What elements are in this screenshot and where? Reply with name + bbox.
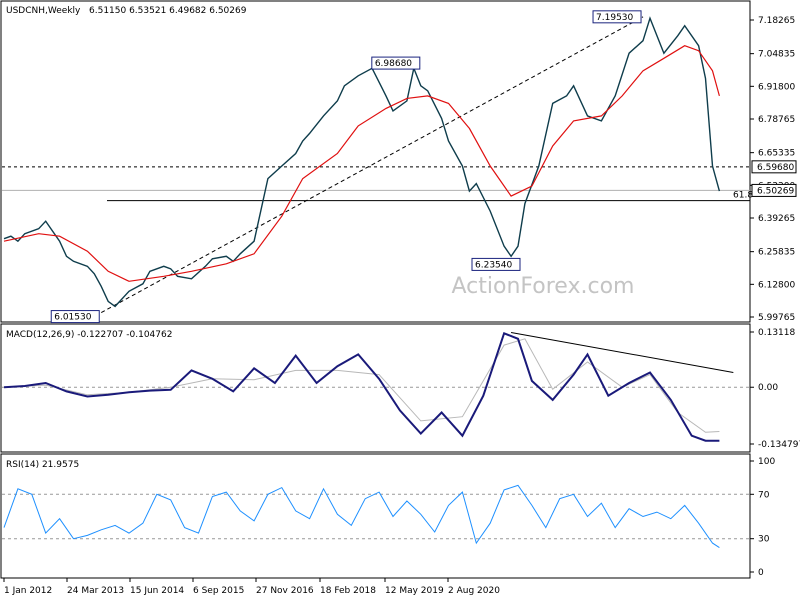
- macd-y-tick-label: 0.00: [758, 383, 778, 393]
- rsi-y-tick-label: 0: [758, 568, 764, 578]
- rsi-y-tick-label: 100: [758, 457, 775, 467]
- price-callout-box: [371, 56, 421, 70]
- price-marker-label: 6.59680: [757, 163, 794, 173]
- x-tick-label: 27 Nov 2016: [256, 586, 314, 596]
- price-y-tick-label: 6.12800: [758, 280, 795, 290]
- price-panel-frame: [0, 0, 751, 323]
- macd-y-tick-label: 0.13118: [758, 328, 795, 338]
- x-tick-label: 12 May 2019: [385, 586, 444, 596]
- moving-average-line: [3, 45, 720, 282]
- price-marker-box: [751, 183, 797, 197]
- macd-panel-frame: [0, 323, 751, 453]
- rsi-line: [3, 484, 720, 549]
- rsi-y-tick-label: 30: [758, 535, 770, 545]
- fib-line-label: 61.8: [733, 191, 753, 201]
- price-header-symbol: USDCNH,Weekly: [6, 6, 81, 16]
- price-callout-label: 7.19530: [596, 13, 633, 23]
- macd-y-tick-label: -0.134797: [758, 440, 800, 450]
- x-tick-label: 24 Mar 2013: [67, 586, 124, 596]
- price-y-tick-label: 5.99765: [758, 313, 795, 323]
- price-header-ohlc: 6.51150 6.53521 6.49682 6.50269: [89, 6, 247, 16]
- price-y-tick-label: 6.91800: [758, 82, 795, 92]
- price-callout-label: 6.98680: [375, 59, 412, 69]
- macd-trendline: [510, 332, 734, 373]
- price-y-tick-label: 6.39265: [758, 214, 795, 224]
- price-y-tick-label: 6.78765: [758, 115, 795, 125]
- x-tick-label: 1 Jan 2012: [4, 586, 52, 596]
- macd-line: [3, 331, 720, 442]
- price-series-line: [3, 16, 721, 308]
- rsi-y-tick-label: 70: [758, 490, 770, 500]
- price-trendline: [101, 16, 644, 314]
- rsi-header: RSI(14) 21.9575: [6, 460, 79, 470]
- price-callout-label: 6.01530: [54, 313, 91, 323]
- price-y-tick-label: 6.65335: [758, 149, 795, 159]
- price-callout-box: [50, 310, 100, 324]
- x-tick-label: 15 Jun 2014: [130, 586, 184, 596]
- price-marker-box: [751, 160, 797, 174]
- macd-header: MACD(12,26,9) -0.122707 -0.104762: [6, 330, 172, 340]
- price-y-tick-label: 7.18265: [758, 16, 795, 26]
- price-marker-label: 6.50269: [757, 186, 794, 196]
- x-tick-label: 2 Aug 2020: [448, 586, 500, 596]
- rsi-panel-frame: [0, 453, 751, 579]
- price-callout-label: 6.23540: [475, 260, 512, 270]
- price-callout-box: [471, 257, 521, 271]
- price-callout-box: [592, 10, 642, 24]
- x-tick-label: 18 Feb 2018: [320, 586, 376, 596]
- watermark: ActionForex.com: [452, 274, 635, 299]
- price-y-tick-label: 6.25835: [758, 248, 795, 258]
- price-y-tick-label: 7.04835: [758, 50, 795, 60]
- x-tick-label: 6 Sep 2015: [193, 586, 244, 596]
